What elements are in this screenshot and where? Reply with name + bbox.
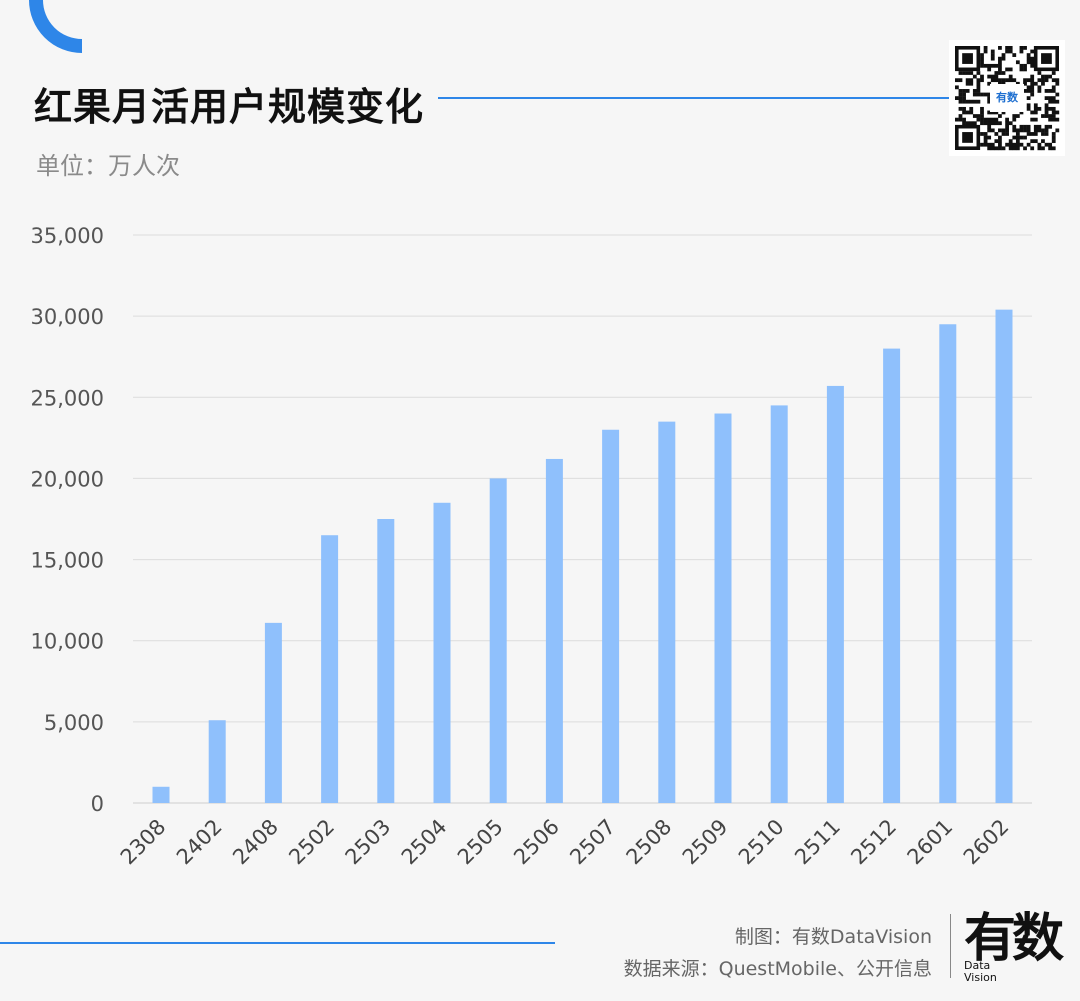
x-tick-label: 2601: [903, 815, 958, 870]
title-rule: [438, 97, 950, 99]
x-tick-label: 2408: [228, 815, 283, 870]
x-tick-label: 2504: [397, 815, 452, 870]
bar-2506: [545, 458, 563, 803]
bar-2502: [321, 535, 339, 803]
x-tick-label: 2509: [678, 815, 733, 870]
bar-2510: [770, 405, 788, 803]
x-tick-label: 2503: [341, 815, 396, 870]
bar-chart: 0 5,000 10,000 15,000 20,000 25,000 30,000 35,0…: [31, 224, 1032, 870]
logo-sub-vision: Vision: [964, 971, 997, 984]
logo-sub-data: Data: [964, 959, 991, 972]
y-tick-label: 5,000: [44, 711, 104, 735]
x-tick-label: 2512: [846, 815, 901, 870]
x-tick-label: 2402: [172, 815, 227, 870]
bar-2507: [602, 429, 620, 803]
qr-code-icon: 有数: [949, 40, 1065, 156]
x-tick-label: 2506: [509, 815, 564, 870]
x-tick-label: 2505: [453, 815, 508, 870]
bar-2505: [489, 478, 507, 803]
qr-brand-label: 有数: [990, 84, 1024, 112]
y-tick-label: 35,000: [31, 224, 104, 248]
bar-2503: [377, 519, 395, 803]
x-axis-tick-labels: 2308 2402 2408 2502 2503 2504 2505 2506 2507 2508…: [116, 815, 1014, 870]
datavision-logo: 有数 Data Vision: [964, 904, 1064, 990]
bar-2408: [264, 622, 282, 803]
x-tick-label: 2308: [116, 815, 171, 870]
bar-2511: [826, 385, 844, 803]
bar-2602: [995, 309, 1013, 803]
bar-2504: [433, 502, 451, 803]
footer-divider: [950, 914, 951, 978]
data-source: 数据来源：QuestMobile、公开信息: [623, 958, 932, 980]
page-title: 红果月活用户规模变化: [34, 85, 425, 129]
logo-main-text: 有数: [964, 909, 1064, 969]
bar-2509: [714, 413, 732, 803]
y-axis-tick-labels: 0 5,000 10,000 15,000 20,000 25,000 30,000 35,0…: [31, 224, 104, 816]
y-tick-label: 15,000: [31, 549, 104, 573]
grid-lines: [133, 234, 1032, 804]
x-tick-label: 2510: [734, 815, 789, 870]
x-tick-label: 2507: [565, 815, 620, 870]
x-tick-label: 2602: [959, 815, 1014, 870]
y-tick-label: 0: [91, 792, 104, 816]
bar-2601: [939, 324, 957, 803]
x-tick-label: 2502: [284, 815, 339, 870]
bars: [152, 309, 1013, 803]
unit-label: 单位：万人次: [36, 152, 180, 180]
x-tick-label: 2511: [790, 815, 845, 870]
bar-2308: [152, 786, 170, 803]
bar-2508: [658, 421, 676, 803]
corner-arc-decoration: [29, 0, 83, 53]
y-tick-label: 30,000: [31, 305, 104, 329]
bar-2402: [208, 720, 226, 803]
bar-2512: [883, 348, 901, 803]
y-tick-label: 20,000: [31, 467, 104, 491]
logo-sub-text: Data Vision: [964, 960, 997, 984]
x-tick-label: 2508: [622, 815, 677, 870]
y-tick-label: 10,000: [31, 630, 104, 654]
y-tick-label: 25,000: [31, 386, 104, 410]
chart-credit: 制图：有数DataVision: [734, 926, 932, 948]
footer-rule: [0, 942, 555, 944]
